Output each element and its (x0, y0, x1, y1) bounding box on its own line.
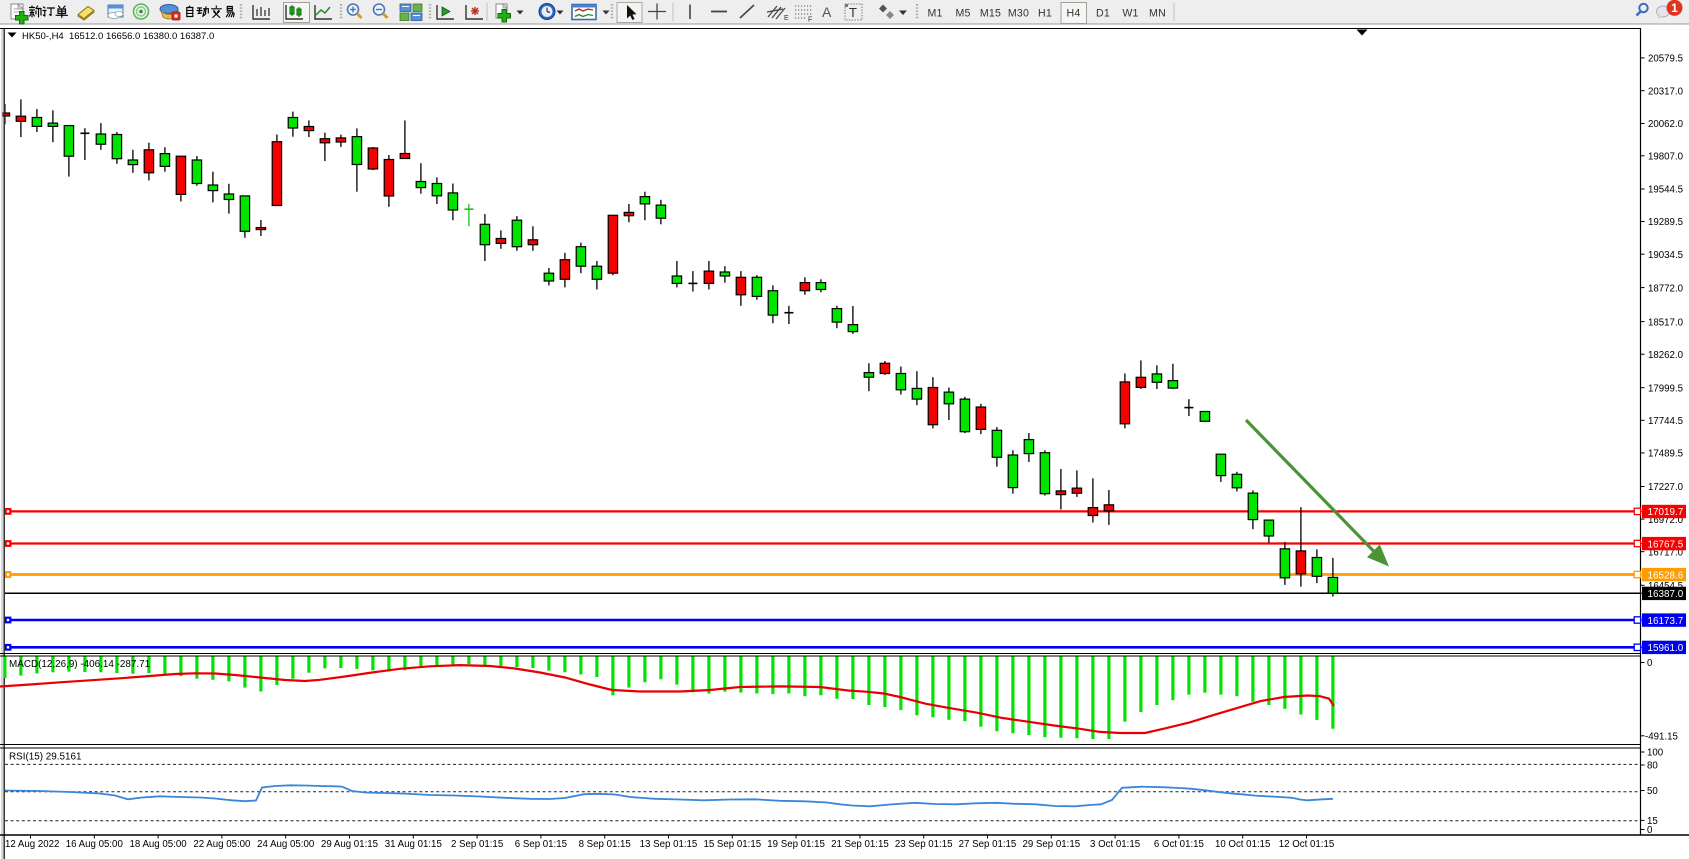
svg-text:0: 0 (1647, 658, 1653, 669)
svg-text:16173.7: 16173.7 (1648, 616, 1684, 627)
svg-text:27 Sep 01:15: 27 Sep 01:15 (959, 839, 1017, 850)
svg-text:1: 1 (1671, 1, 1678, 15)
svg-text:17999.5: 17999.5 (1648, 383, 1683, 394)
svg-text:19289.5: 19289.5 (1648, 217, 1683, 228)
svg-text:6 Oct 01:15: 6 Oct 01:15 (1154, 839, 1204, 850)
svg-text:0: 0 (1647, 825, 1653, 836)
svg-text:H4: H4 (1067, 8, 1081, 20)
svg-text:16528.6: 16528.6 (1648, 570, 1684, 581)
svg-text:6 Sep 01:15: 6 Sep 01:15 (515, 839, 567, 850)
svg-text:50: 50 (1647, 786, 1658, 797)
svg-text:18772.0: 18772.0 (1648, 283, 1684, 294)
svg-text:19 Sep 01:15: 19 Sep 01:15 (767, 839, 825, 850)
svg-text:H1: H1 (1038, 8, 1052, 20)
svg-text:17489.5: 17489.5 (1648, 449, 1683, 460)
svg-text:2 Sep 01:15: 2 Sep 01:15 (451, 839, 503, 850)
svg-text:MN: MN (1149, 8, 1166, 20)
svg-text:M1: M1 (927, 8, 942, 20)
svg-text:17019.7: 17019.7 (1648, 507, 1684, 518)
svg-text:21 Sep 01:15: 21 Sep 01:15 (831, 839, 889, 850)
svg-text:18 Aug 05:00: 18 Aug 05:00 (130, 839, 188, 850)
svg-text:MACD(12,26,9) -406.14 -287.71: MACD(12,26,9) -406.14 -287.71 (9, 659, 151, 670)
svg-text:T: T (849, 5, 857, 20)
svg-text:20317.0: 20317.0 (1648, 86, 1684, 97)
svg-text:29 Aug 01:15: 29 Aug 01:15 (321, 839, 378, 850)
svg-text:HK50-,H4 16512.0 16656.0 1638: HK50-,H4 16512.0 16656.0 16380.0 16387.0 (22, 31, 214, 42)
svg-text:12 Oct 01:15: 12 Oct 01:15 (1279, 839, 1334, 850)
svg-text:17227.0: 17227.0 (1648, 482, 1684, 493)
svg-text:3 Oct 01:15: 3 Oct 01:15 (1090, 839, 1140, 850)
svg-text:F: F (808, 17, 812, 24)
svg-text:18517.0: 18517.0 (1648, 317, 1684, 328)
svg-text:24 Aug 05:00: 24 Aug 05:00 (257, 839, 315, 850)
svg-text:16454.5: 16454.5 (1648, 581, 1683, 592)
svg-text:15: 15 (1647, 816, 1658, 827)
svg-text:80: 80 (1647, 761, 1658, 772)
svg-text:31 Aug 01:15: 31 Aug 01:15 (385, 839, 442, 850)
svg-text:D1: D1 (1096, 8, 1110, 20)
svg-text:22 Aug 05:00: 22 Aug 05:00 (193, 839, 251, 850)
svg-text:E: E (784, 15, 789, 22)
svg-text:RSI(15) 29.5161: RSI(15) 29.5161 (9, 752, 82, 763)
svg-text:W1: W1 (1122, 8, 1138, 20)
svg-text:16972.0: 16972.0 (1648, 515, 1684, 526)
svg-text:16767.5: 16767.5 (1648, 539, 1684, 550)
svg-text:100: 100 (1647, 748, 1664, 759)
svg-text:18262.0: 18262.0 (1648, 350, 1684, 361)
svg-text:16387.0: 16387.0 (1648, 589, 1684, 600)
svg-text:10 Oct 01:15: 10 Oct 01:15 (1215, 839, 1270, 850)
svg-text:23 Sep 01:15: 23 Sep 01:15 (895, 839, 953, 850)
svg-text:M5: M5 (955, 8, 970, 20)
svg-text:17744.5: 17744.5 (1648, 416, 1683, 427)
svg-text:20062.0: 20062.0 (1648, 119, 1684, 130)
svg-text:16717.0: 16717.0 (1648, 547, 1684, 558)
svg-text:19544.5: 19544.5 (1648, 185, 1683, 196)
svg-text:19807.0: 19807.0 (1648, 152, 1684, 163)
svg-text:19034.5: 19034.5 (1648, 250, 1683, 261)
svg-text:12 Aug 2022: 12 Aug 2022 (5, 839, 59, 850)
svg-text:16 Aug 05:00: 16 Aug 05:00 (66, 839, 124, 850)
svg-text:A: A (822, 4, 832, 20)
svg-text:15 Sep 01:15: 15 Sep 01:15 (703, 839, 761, 850)
svg-text:20579.5: 20579.5 (1648, 54, 1683, 65)
svg-text:M15: M15 (980, 8, 1001, 20)
svg-text:13 Sep 01:15: 13 Sep 01:15 (640, 839, 698, 850)
svg-text:8 Sep 01:15: 8 Sep 01:15 (579, 839, 631, 850)
svg-text:15961.0: 15961.0 (1648, 643, 1684, 654)
svg-text:M30: M30 (1008, 8, 1029, 20)
svg-text:-491.15: -491.15 (1645, 731, 1678, 742)
svg-text:29 Sep 01:15: 29 Sep 01:15 (1022, 839, 1080, 850)
